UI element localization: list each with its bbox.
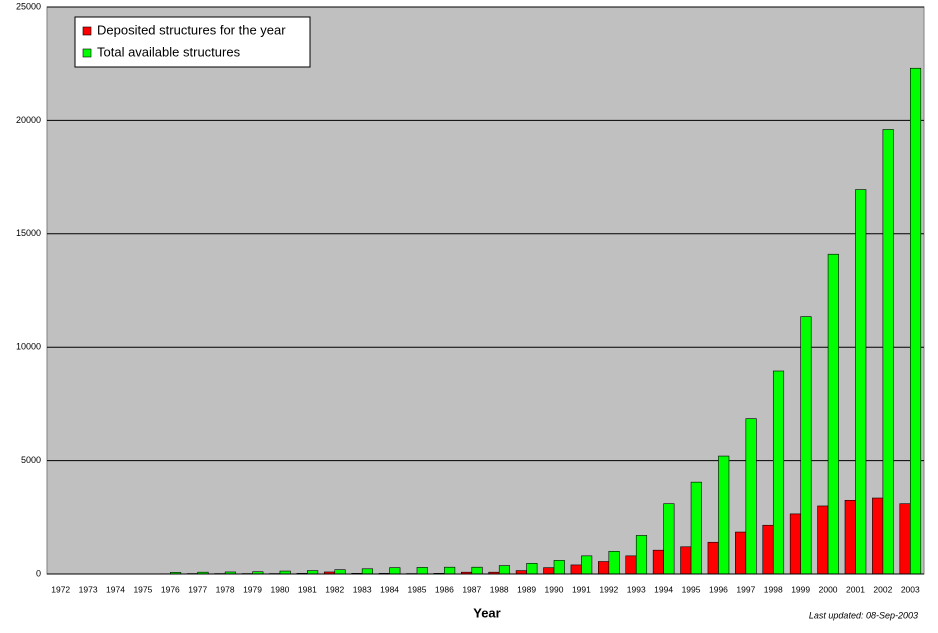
y-tick-label: 5000 (21, 455, 41, 465)
x-tick-label: 1974 (106, 584, 125, 594)
annotation: Last updated: 08-Sep-2003 (809, 610, 918, 620)
x-axis-label: Year (473, 605, 500, 620)
bar (335, 570, 346, 574)
bar (516, 571, 527, 574)
x-tick-label: 1986 (435, 584, 454, 594)
bar (362, 569, 373, 574)
bar (417, 567, 428, 574)
bar (499, 566, 510, 574)
bar (626, 556, 637, 574)
plot-area (47, 7, 924, 574)
x-tick-label: 1982 (325, 584, 344, 594)
legend-label: Total available structures (97, 44, 241, 59)
legend-label: Deposited structures for the year (97, 22, 286, 37)
legend-swatch (83, 49, 91, 57)
bar (872, 498, 883, 574)
bar (801, 317, 812, 574)
bar (773, 371, 784, 574)
bar (855, 190, 866, 574)
bar (790, 514, 801, 574)
y-tick-label: 0 (36, 568, 41, 578)
x-tick-label: 1987 (462, 584, 481, 594)
x-tick-label: 2001 (846, 584, 865, 594)
bar (691, 482, 702, 574)
bar (527, 563, 538, 574)
y-tick-label: 20000 (16, 115, 41, 125)
bar (307, 571, 318, 574)
bar (609, 551, 620, 574)
bar (444, 567, 455, 574)
y-tick-label: 25000 (16, 1, 41, 11)
bar (708, 542, 719, 574)
x-tick-label: 1995 (682, 584, 701, 594)
bar (390, 568, 401, 574)
x-tick-label: 1984 (380, 584, 399, 594)
y-tick-label: 10000 (16, 342, 41, 352)
legend-swatch (83, 27, 91, 35)
bar (735, 532, 746, 574)
x-tick-label: 1993 (627, 584, 646, 594)
x-tick-label: 1972 (51, 584, 70, 594)
bar (598, 562, 609, 574)
x-tick-label: 1991 (572, 584, 591, 594)
bar (664, 504, 675, 574)
bar (828, 254, 839, 574)
x-tick-label: 1998 (764, 584, 783, 594)
bar (845, 500, 856, 574)
bar (746, 419, 757, 574)
x-tick-label: 1994 (654, 584, 673, 594)
bar (571, 565, 582, 574)
x-tick-label: 1977 (188, 584, 207, 594)
x-tick-label: 1999 (791, 584, 810, 594)
x-tick-label: 1976 (161, 584, 180, 594)
bar (818, 506, 829, 574)
x-tick-label: 1996 (709, 584, 728, 594)
x-tick-label: 1990 (545, 584, 564, 594)
bar (544, 568, 555, 574)
x-tick-label: 1989 (517, 584, 536, 594)
x-tick-label: 1988 (490, 584, 509, 594)
bar (681, 547, 692, 574)
bar (472, 567, 483, 574)
x-tick-label: 1979 (243, 584, 262, 594)
x-tick-label: 1978 (216, 584, 235, 594)
bar (883, 129, 894, 574)
x-tick-label: 2003 (901, 584, 920, 594)
bar (910, 68, 921, 574)
y-tick-label: 15000 (16, 228, 41, 238)
bar (581, 556, 592, 574)
bar (900, 504, 911, 574)
bar (554, 560, 565, 574)
x-tick-label: 1975 (133, 584, 152, 594)
bar (653, 550, 664, 574)
x-tick-label: 1981 (298, 584, 317, 594)
bar (718, 456, 729, 574)
x-tick-label: 1973 (79, 584, 98, 594)
x-tick-label: 2000 (819, 584, 838, 594)
bar (636, 535, 647, 574)
bar (763, 525, 774, 574)
x-tick-label: 2002 (873, 584, 892, 594)
x-tick-label: 1980 (270, 584, 289, 594)
x-tick-label: 1997 (736, 584, 755, 594)
x-tick-label: 1985 (408, 584, 427, 594)
x-tick-label: 1983 (353, 584, 372, 594)
x-tick-label: 1992 (599, 584, 618, 594)
